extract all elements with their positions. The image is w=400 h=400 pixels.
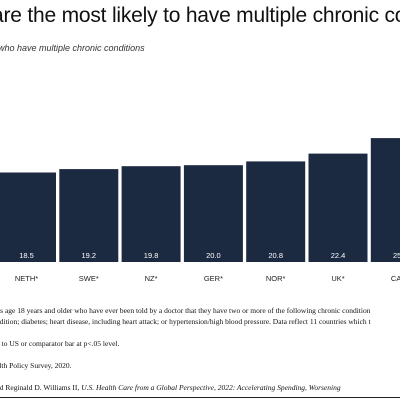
x-tick-label: GER* xyxy=(204,274,223,283)
x-tick-label: NETH* xyxy=(15,274,38,283)
bar-ger xyxy=(183,165,243,262)
bar-chart: 18.5 NETH* 19.2 SWE* 19.8 NZ* 20.0 GER* 20.8 NOR*… xyxy=(0,138,400,283)
data-label: 20.0 xyxy=(206,251,221,260)
data-label: 22.4 xyxy=(331,251,346,260)
x-tick-label: NOR* xyxy=(266,274,286,283)
bar-can xyxy=(370,138,400,262)
data-label: 19.8 xyxy=(144,251,159,260)
bar-nor xyxy=(246,161,306,262)
chart-subtitle: who have multiple chronic conditions xyxy=(0,43,145,53)
bar-uk xyxy=(308,153,368,262)
bar-swe xyxy=(59,169,119,262)
bottom-rule xyxy=(0,397,400,398)
data-label: 25.6 xyxy=(393,251,400,260)
x-tick-label: CAN* xyxy=(391,274,400,283)
citation: nd Reginald D. Williams II, U.S. Health … xyxy=(0,383,341,392)
note-line-3: d to US or comparator bar at p<.05 level… xyxy=(0,339,120,348)
x-tick-label: UK* xyxy=(331,274,344,283)
note-line-4: alth Policy Survey, 2020. xyxy=(0,361,72,370)
chart-notes: lts age 18 years and older who have ever… xyxy=(0,305,400,371)
bar-neth xyxy=(0,172,56,262)
x-tick-label: SWE* xyxy=(79,274,99,283)
bar-nz xyxy=(121,166,181,262)
citation-work: U.S. Health Care from a Global Perspecti… xyxy=(81,383,341,392)
data-label: 20.8 xyxy=(268,251,283,260)
data-label: 18.5 xyxy=(19,251,34,260)
chart-title: are the most likely to have multiple chr… xyxy=(0,4,400,27)
note-line-1: lts age 18 years and older who have ever… xyxy=(0,306,371,315)
note-line-2: ndition; diabetes; heart disease, includ… xyxy=(0,317,371,326)
citation-authors: nd Reginald D. Williams II, xyxy=(0,383,82,392)
data-label: 19.2 xyxy=(81,251,96,260)
x-tick-label: NZ* xyxy=(145,274,158,283)
